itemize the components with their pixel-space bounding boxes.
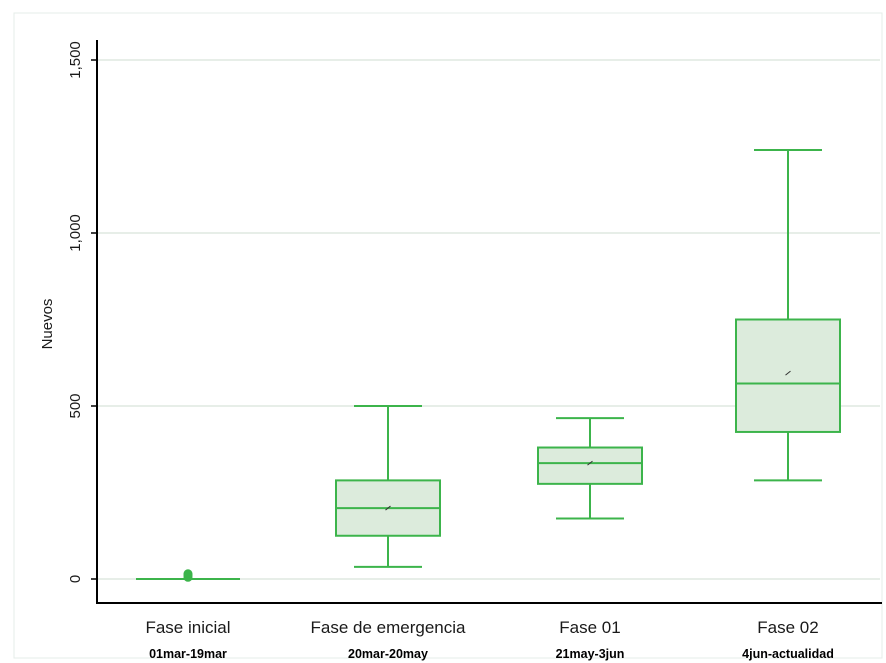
box-group	[537, 417, 643, 520]
x-period-label: 4jun-actualidad	[742, 647, 834, 661]
box-iqr	[735, 318, 841, 433]
y-tick-label: 1,000	[67, 214, 84, 252]
x-category-label: Fase de emergencia	[311, 618, 467, 637]
y-tick-label: 0	[67, 575, 84, 583]
mean-marker	[785, 370, 791, 376]
box-group	[735, 148, 841, 482]
x-period-label: 21may-3jun	[556, 647, 625, 661]
box-group	[335, 405, 441, 568]
x-category-label: Fase 02	[757, 618, 818, 637]
outlier-point	[183, 569, 193, 579]
y-axis-title: Nuevos	[39, 299, 56, 350]
axes	[96, 40, 882, 604]
x-period-label: 20mar-20may	[348, 647, 428, 661]
plot-frame	[13, 12, 883, 659]
y-ticks: 0 500 1,000 1,500	[67, 41, 97, 583]
mean-marker	[385, 505, 391, 511]
y-tick-label: 1,500	[67, 41, 84, 79]
y-tick-label: 500	[67, 393, 84, 418]
x-category-labels: Fase inicial 01mar-19mar Fase de emergenci…	[145, 618, 833, 661]
box-iqr	[537, 446, 643, 485]
x-category-label: Fase inicial	[145, 618, 230, 637]
boxes	[136, 148, 841, 582]
mean-marker	[587, 460, 593, 466]
box-group	[136, 569, 240, 582]
x-period-label: 01mar-19mar	[149, 647, 227, 661]
x-category-label: Fase 01	[559, 618, 620, 637]
